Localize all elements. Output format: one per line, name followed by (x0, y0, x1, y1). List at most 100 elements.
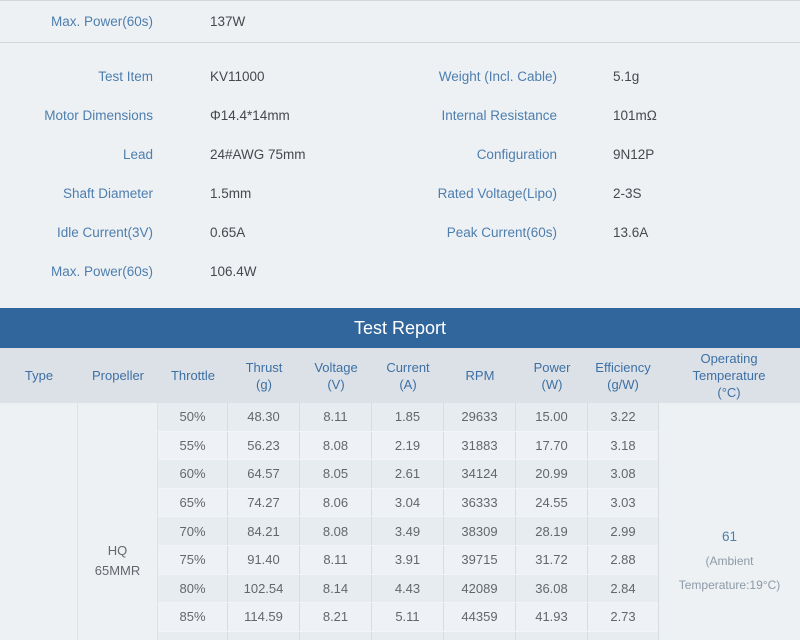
report-row: 65% 74.27 8.06 3.04 36333 24.55 3.03 (158, 488, 658, 518)
voltage-cell: 8.08 (300, 517, 372, 545)
throttle-cell: 80% (158, 574, 228, 603)
spec-label: Configuration (476, 147, 557, 162)
voltage-cell: 8.21 (300, 603, 372, 631)
spec-value: 0.65A (210, 225, 246, 240)
spec-value: 24#AWG 75mm (210, 147, 306, 162)
report-table-body: HQ 65MMR 50% 48.30 8.11 1.85 29633 15.00… (0, 403, 800, 640)
spec-label: Motor Dimensions (44, 108, 153, 123)
header-cell: Current (A) (372, 348, 444, 403)
spec-value: 101mΩ (613, 108, 657, 123)
header-unit-label: (A) (399, 376, 417, 392)
power-cell: 41.93 (516, 603, 588, 631)
efficiency-cell: 3.22 (610, 409, 636, 425)
voltage-cell: 8.08 (300, 431, 372, 460)
rpm-cell: 36333 (444, 488, 516, 517)
power-cell: 20.99 (516, 460, 588, 488)
header-cell: Efficiency (g/W) (588, 348, 658, 403)
header-cell: RPM (444, 348, 516, 403)
rpm-cell: 29633 (444, 403, 516, 431)
report-row: 55% 56.23 8.08 2.19 31883 17.70 3.18 (158, 431, 658, 461)
report-title: Test Report (353, 318, 447, 338)
throttle-cell: 60% (158, 460, 228, 488)
prev-spec-row: Max. Power(60s) 137W (0, 0, 800, 43)
spec-value: 13.6A (613, 225, 649, 240)
efficiency-cell: 2.67 (588, 632, 658, 640)
header-unit-label: (g/W) (607, 376, 639, 392)
header-unit-label: (V) (327, 376, 345, 392)
report-row: 90% 126.63 8.24 5.78 46043 47.47 2.67 (158, 631, 658, 640)
header-cell: Throttle (158, 348, 228, 403)
temperature-cell: 61 (Ambient Temperature:19°C) (658, 403, 800, 640)
current-cell: 5.11 (372, 603, 444, 631)
thrust-cell: 102.54 (228, 574, 300, 603)
report-rows: 50% 48.30 8.11 1.85 29633 15.00 3.22 55%… (158, 403, 658, 640)
report-row: 80% 102.54 8.14 4.43 42089 36.08 2.84 (158, 574, 658, 604)
spec-table: Test Item KV11000 Weight (Incl. Cable) 5… (0, 43, 800, 291)
power-cell: 17.70 (516, 431, 588, 460)
current-cell: 1.85 (372, 403, 444, 431)
thrust-cell: 56.23 (228, 431, 300, 460)
voltage-cell: 8.05 (300, 460, 372, 488)
thrust-cell: 84.21 (228, 517, 300, 545)
voltage-cell: 8.11 (300, 403, 372, 431)
throttle-cell: 85% (158, 603, 228, 631)
throttle-cell: 90% (158, 631, 228, 640)
voltage-cell: 8.14 (300, 574, 372, 603)
spec-label: Weight (Incl. Cable) (438, 69, 557, 84)
temperature-value: 61 (721, 528, 738, 544)
voltage-cell: 8.11 (300, 545, 372, 574)
thrust-cell: 64.57 (228, 460, 300, 488)
rpm-cell: 38309 (444, 517, 516, 545)
spec-label: Idle Current(3V) (56, 225, 153, 240)
rpm-cell: 34124 (444, 460, 516, 488)
power-cell: 47.47 (516, 631, 588, 640)
spec-value: 5.1g (613, 69, 640, 84)
rpm-cell: 44359 (444, 603, 516, 631)
type-column-cell (0, 403, 78, 640)
efficiency-cell: 2.84 (610, 580, 636, 596)
propeller-name: HQ 65MMR (94, 542, 141, 578)
efficiency-cell: 2.99 (610, 523, 636, 539)
thrust-cell: 74.27 (228, 488, 300, 517)
rpm-cell: 31883 (444, 431, 516, 460)
power-cell: 31.72 (516, 545, 588, 574)
power-cell: 24.55 (516, 488, 588, 517)
header-label: RPM (465, 368, 495, 383)
current-cell: 5.78 (372, 631, 444, 640)
thrust-cell: 114.59 (228, 603, 300, 631)
spec-value: 2-3S (613, 186, 642, 201)
voltage-cell: 8.24 (300, 631, 372, 640)
spec-label: Shaft Diameter (62, 186, 153, 201)
power-cell: 36.08 (516, 574, 588, 603)
current-cell: 3.91 (372, 545, 444, 574)
report-row: 75% 91.40 8.11 3.91 39715 31.72 2.88 (158, 545, 658, 575)
header-label: Operating Temperature (692, 351, 766, 383)
rpm-cell: 42089 (444, 574, 516, 603)
spec-value: 9N12P (613, 147, 655, 162)
spec-label: Peak Current(60s) (446, 225, 557, 240)
efficiency-cell: 3.18 (610, 437, 636, 453)
header-label: Power (533, 359, 571, 375)
report-row: 60% 64.57 8.05 2.61 34124 20.99 3.08 (158, 460, 658, 489)
rpm-cell: 46043 (444, 631, 516, 640)
efficiency-cell: 2.73 (610, 609, 636, 625)
header-cell: Operating Temperature (°C) (658, 348, 800, 403)
header-label: Current (386, 359, 430, 375)
voltage-cell: 8.06 (300, 488, 372, 517)
header-cell: Power (W) (516, 348, 588, 403)
thrust-cell: 126.63 (228, 631, 300, 640)
header-unit-label: (°C) (717, 385, 741, 400)
current-cell: 3.49 (372, 517, 444, 545)
thrust-cell: 91.40 (228, 545, 300, 574)
report-row: 85% 114.59 8.21 5.11 44359 41.93 2.73 (158, 603, 658, 632)
header-cell: Type (0, 348, 78, 403)
current-cell: 2.19 (372, 431, 444, 460)
header-cell: Voltage (V) (300, 348, 372, 403)
spec-value: KV11000 (210, 69, 265, 84)
spec-row: Motor Dimensions Φ14.4*14mm Internal Res… (0, 96, 800, 135)
spec-row: Idle Current(3V) 0.65A Peak Current(60s)… (0, 213, 800, 252)
spec-label: Max. Power(60s) (50, 264, 153, 279)
spec-label: Max. Power(60s) (50, 14, 153, 29)
header-unit-label: (W) (541, 376, 563, 392)
header-unit-label: (g) (256, 376, 272, 392)
